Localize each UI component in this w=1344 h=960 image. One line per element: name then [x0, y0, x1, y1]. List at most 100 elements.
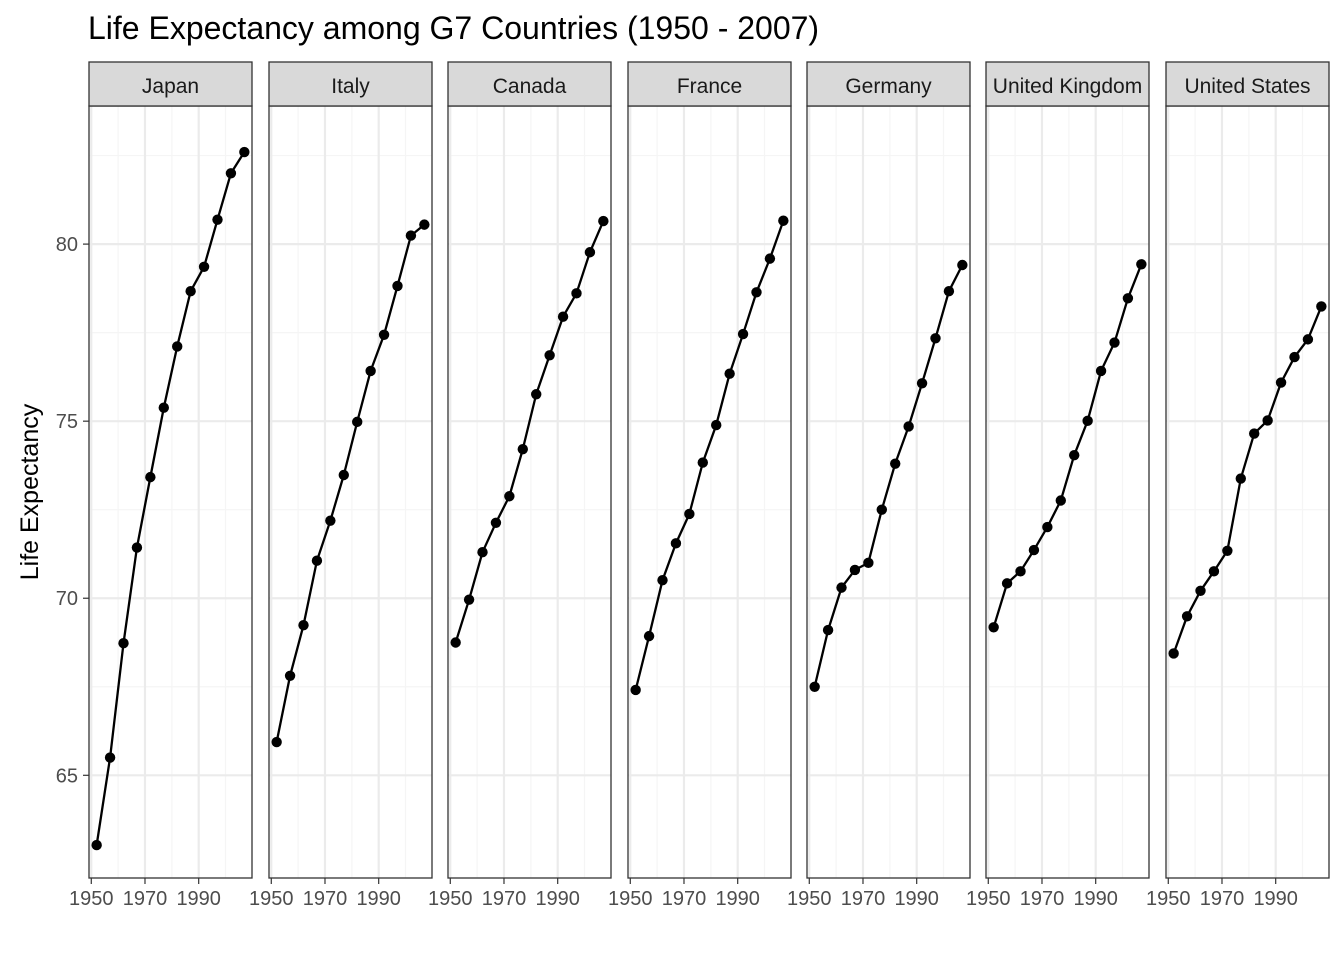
data-point — [365, 365, 376, 377]
x-tick-label: 1990 — [176, 888, 221, 910]
data-point — [1015, 566, 1026, 577]
data-point — [1109, 337, 1120, 348]
data-point — [405, 230, 417, 241]
panel-background — [1166, 106, 1329, 878]
data-point — [338, 469, 349, 481]
data-point — [1082, 415, 1093, 427]
data-point — [697, 457, 708, 468]
data-point — [104, 752, 116, 763]
data-point — [809, 681, 820, 692]
x-tick-label: 1970 — [123, 888, 168, 910]
data-point — [311, 555, 323, 566]
x-tick-label: 1950 — [1146, 888, 1191, 910]
x-tick-label: 1990 — [1253, 888, 1298, 910]
data-point — [504, 491, 515, 502]
data-point — [463, 594, 475, 605]
panel-background — [89, 106, 252, 878]
data-point — [239, 146, 250, 158]
y-axis-ticks: 65 70 75 80 — [56, 234, 89, 787]
x-tick-label: 1950 — [787, 888, 832, 910]
y-tick-label: 70 — [56, 588, 78, 610]
x-tick-label: 1950 — [608, 888, 653, 910]
data-point — [557, 311, 569, 322]
data-point — [1122, 293, 1134, 304]
data-point — [271, 736, 282, 748]
data-point — [670, 538, 682, 549]
chart-title: Life Expectancy among G7 Countries (1950… — [88, 10, 819, 46]
panel-background — [448, 106, 611, 878]
data-point — [930, 333, 941, 344]
facet-strip-label: United States — [1184, 75, 1310, 98]
data-point — [836, 582, 847, 593]
data-point — [225, 168, 237, 179]
data-point — [185, 286, 196, 297]
facet-panel-united-kingdom: United Kingdom 1950 1970 1990 — [966, 61, 1150, 910]
data-point — [684, 508, 695, 520]
data-point — [1275, 377, 1287, 388]
data-point — [876, 504, 887, 515]
data-point — [1168, 648, 1179, 659]
facet-strip-label: Italy — [331, 75, 370, 98]
data-point — [657, 574, 668, 586]
facet-strip — [806, 61, 971, 107]
data-point — [724, 368, 735, 379]
x-tick-label: 1990 — [535, 888, 580, 910]
facet-strip-label: United Kingdom — [993, 75, 1142, 98]
facet-panel-italy: Italy 1950 1970 1990 — [249, 61, 433, 910]
data-point — [737, 328, 749, 340]
data-point — [778, 215, 789, 226]
y-axis-label: Life Expectancy — [16, 403, 44, 580]
data-point — [419, 219, 430, 230]
x-tick-label: 1950 — [428, 888, 473, 910]
data-point — [957, 259, 968, 271]
x-tick-label: 1990 — [715, 888, 760, 910]
x-tick-label: 1990 — [356, 888, 401, 910]
data-point — [91, 839, 102, 851]
data-point — [630, 684, 641, 696]
data-point — [711, 419, 722, 431]
data-point — [1316, 301, 1327, 312]
data-point — [118, 638, 129, 649]
facet-strip-label: Germany — [845, 75, 932, 98]
facet-panel-germany: Germany 1950 1970 1990 — [787, 61, 971, 910]
series-line-france — [634, 220, 785, 691]
data-point — [284, 670, 296, 681]
x-tick-label: 1970 — [1200, 888, 1245, 910]
data-point — [1069, 449, 1080, 461]
facet-panel-france: France 1950 1970 1990 — [608, 61, 792, 910]
x-tick-label: 1970 — [841, 888, 886, 910]
data-point — [643, 630, 655, 642]
facet-strip-label: Japan — [142, 75, 199, 98]
data-point — [298, 619, 309, 631]
data-point — [1302, 334, 1314, 345]
data-point — [764, 253, 776, 264]
data-point — [863, 557, 874, 569]
data-point — [517, 443, 528, 455]
series-line-germany — [813, 264, 964, 688]
data-point — [1289, 351, 1300, 363]
data-point — [1028, 544, 1040, 556]
x-tick-label: 1950 — [69, 888, 114, 910]
x-tick-label: 1970 — [482, 888, 527, 910]
data-point — [1136, 259, 1147, 270]
data-point — [450, 637, 461, 648]
facet-panel-canada: Canada 1950 1970 1990 — [428, 61, 612, 910]
series-line-japan — [95, 151, 246, 846]
facet-strip — [268, 61, 433, 107]
x-tick-label: 1990 — [894, 888, 939, 910]
data-point — [943, 286, 955, 297]
data-point — [131, 542, 143, 553]
data-point — [1195, 585, 1206, 597]
panel-background — [986, 106, 1149, 878]
data-point — [751, 287, 762, 298]
facet-strip — [88, 61, 253, 107]
data-point — [1095, 365, 1107, 377]
data-point — [352, 416, 363, 428]
data-point — [1249, 428, 1260, 439]
panel-background — [269, 106, 432, 878]
facet-strip — [1165, 61, 1330, 107]
facet-strip — [627, 61, 792, 107]
data-point — [325, 515, 336, 526]
data-point — [890, 458, 901, 469]
series-line-canada — [454, 220, 605, 643]
